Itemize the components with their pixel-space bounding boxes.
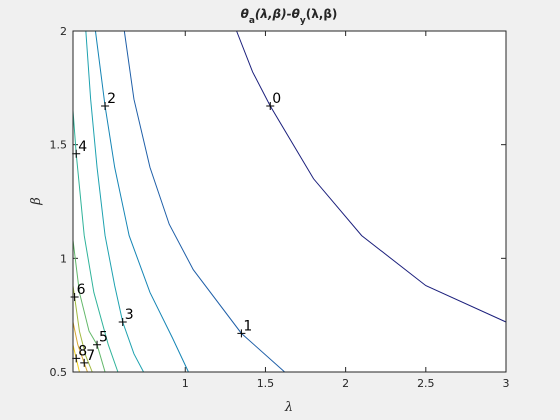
contour-level-label: 2 bbox=[107, 91, 116, 107]
contour-level-label: 4 bbox=[78, 139, 87, 155]
contour-label-marker bbox=[72, 149, 81, 158]
title-subscript: a bbox=[249, 16, 255, 26]
contour-label-marker bbox=[93, 340, 102, 349]
x-tick-label: 3 bbox=[503, 377, 510, 390]
contour-level-label: 0 bbox=[272, 91, 281, 107]
title-subscript: y bbox=[300, 16, 306, 26]
plot-area bbox=[73, 31, 506, 372]
y-axis-label: β bbox=[29, 197, 44, 206]
y-tick-label: 1.5 bbox=[50, 139, 68, 152]
contour-level-label: 7 bbox=[86, 348, 95, 364]
contour-label-marker bbox=[72, 354, 81, 363]
contour-label-marker bbox=[118, 317, 127, 326]
contour-label-marker bbox=[266, 102, 275, 111]
contour-line bbox=[72, 285, 93, 373]
contour-line bbox=[72, 240, 106, 373]
contour-level-label: 1 bbox=[243, 318, 252, 334]
contour-level-label: 8 bbox=[78, 343, 87, 359]
contour-line bbox=[85, 30, 145, 373]
x-tick-label: 1 bbox=[182, 377, 189, 390]
y-tick-label: 2 bbox=[60, 25, 67, 38]
title-part: (λ,β)-θ bbox=[255, 7, 300, 21]
axes-box bbox=[72, 30, 507, 373]
contour-label-marker bbox=[80, 358, 89, 367]
contour-line bbox=[72, 110, 119, 373]
y-tick-label: 0.5 bbox=[50, 366, 68, 379]
contour-label-marker bbox=[70, 292, 79, 301]
title-part: (λ,β) bbox=[306, 7, 338, 21]
contour-level-label: 5 bbox=[99, 330, 108, 346]
contour-label-marker bbox=[101, 102, 110, 111]
x-tick-label: 1.5 bbox=[257, 377, 275, 390]
chart-title: θa(λ,β)-θy(λ,β) bbox=[241, 7, 338, 26]
contour-line bbox=[236, 30, 507, 323]
x-axis-label: λ bbox=[284, 400, 293, 415]
title-part: θ bbox=[241, 7, 249, 21]
y-tick-label: 1 bbox=[60, 252, 67, 265]
contour-level-label: 6 bbox=[77, 282, 86, 298]
x-tick-label: 2 bbox=[342, 377, 349, 390]
contour-line bbox=[72, 321, 88, 373]
x-tick-label: 2.5 bbox=[417, 377, 435, 390]
contour-level-label: 3 bbox=[125, 307, 134, 323]
contour-label-marker bbox=[237, 329, 246, 338]
